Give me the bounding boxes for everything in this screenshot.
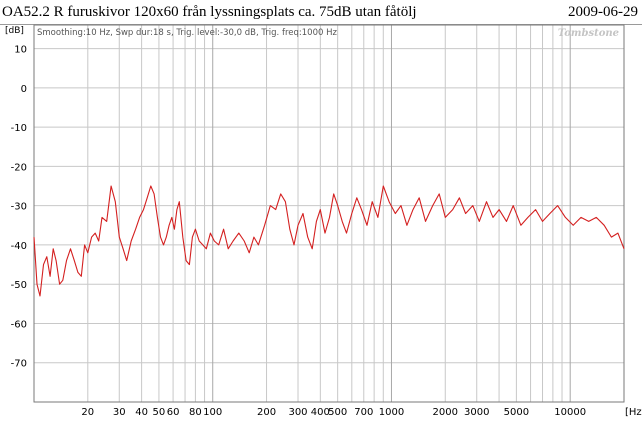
y-tick-label: 10	[14, 45, 27, 56]
x-tick-label: 2000	[433, 407, 458, 418]
x-tick-label: 400	[311, 407, 330, 418]
x-tick-label: 80	[189, 407, 202, 418]
plot-border	[33, 24, 625, 403]
y-tick-label: -30	[11, 202, 27, 213]
x-tick-label: 5000	[504, 407, 529, 418]
series-group	[33, 185, 625, 297]
x-tick-label: 10000	[554, 407, 586, 418]
y-axis-label: [dB]	[5, 26, 24, 36]
grid-lines	[34, 25, 625, 402]
chart-date: 2009-06-29	[568, 4, 638, 20]
x-tick-label: 500	[328, 407, 347, 418]
measurement-settings: Smoothing:10 Hz, Swp dur:18 s, Trig. lev…	[37, 28, 337, 38]
x-tick-label: 20	[81, 407, 94, 418]
frequency-response-line	[33, 185, 625, 297]
x-tick-label: 50	[153, 407, 166, 418]
y-tick-label: -60	[11, 319, 27, 330]
x-tick-label: 100	[203, 407, 222, 418]
x-tick-label: 1000	[379, 407, 404, 418]
y-tick-label: -70	[11, 359, 27, 370]
y-tick-label: 0	[21, 84, 27, 95]
x-tick-label: 3000	[464, 407, 489, 418]
x-tick-label: 40	[135, 407, 148, 418]
x-tick-label: 60	[167, 407, 180, 418]
y-tick-label: -10	[11, 123, 27, 134]
chart-title: OA52.2 R furuskivor 120x60 från lyssning…	[2, 4, 417, 20]
brand-watermark: Tombstone	[558, 28, 619, 39]
y-tick-label: -50	[11, 280, 27, 291]
y-tick-label: -40	[11, 241, 27, 252]
y-tick-label: -20	[11, 162, 27, 173]
x-tick-label: 300	[288, 407, 307, 418]
y-tick-labels: 10 0 -10 -20 -30 -40 -50 -60 -70	[11, 45, 27, 370]
x-tick-label: 200	[257, 407, 276, 418]
x-tick-label: 30	[113, 407, 126, 418]
x-tick-label: 700	[354, 407, 373, 418]
x-axis-unit: [Hz]	[625, 407, 642, 418]
